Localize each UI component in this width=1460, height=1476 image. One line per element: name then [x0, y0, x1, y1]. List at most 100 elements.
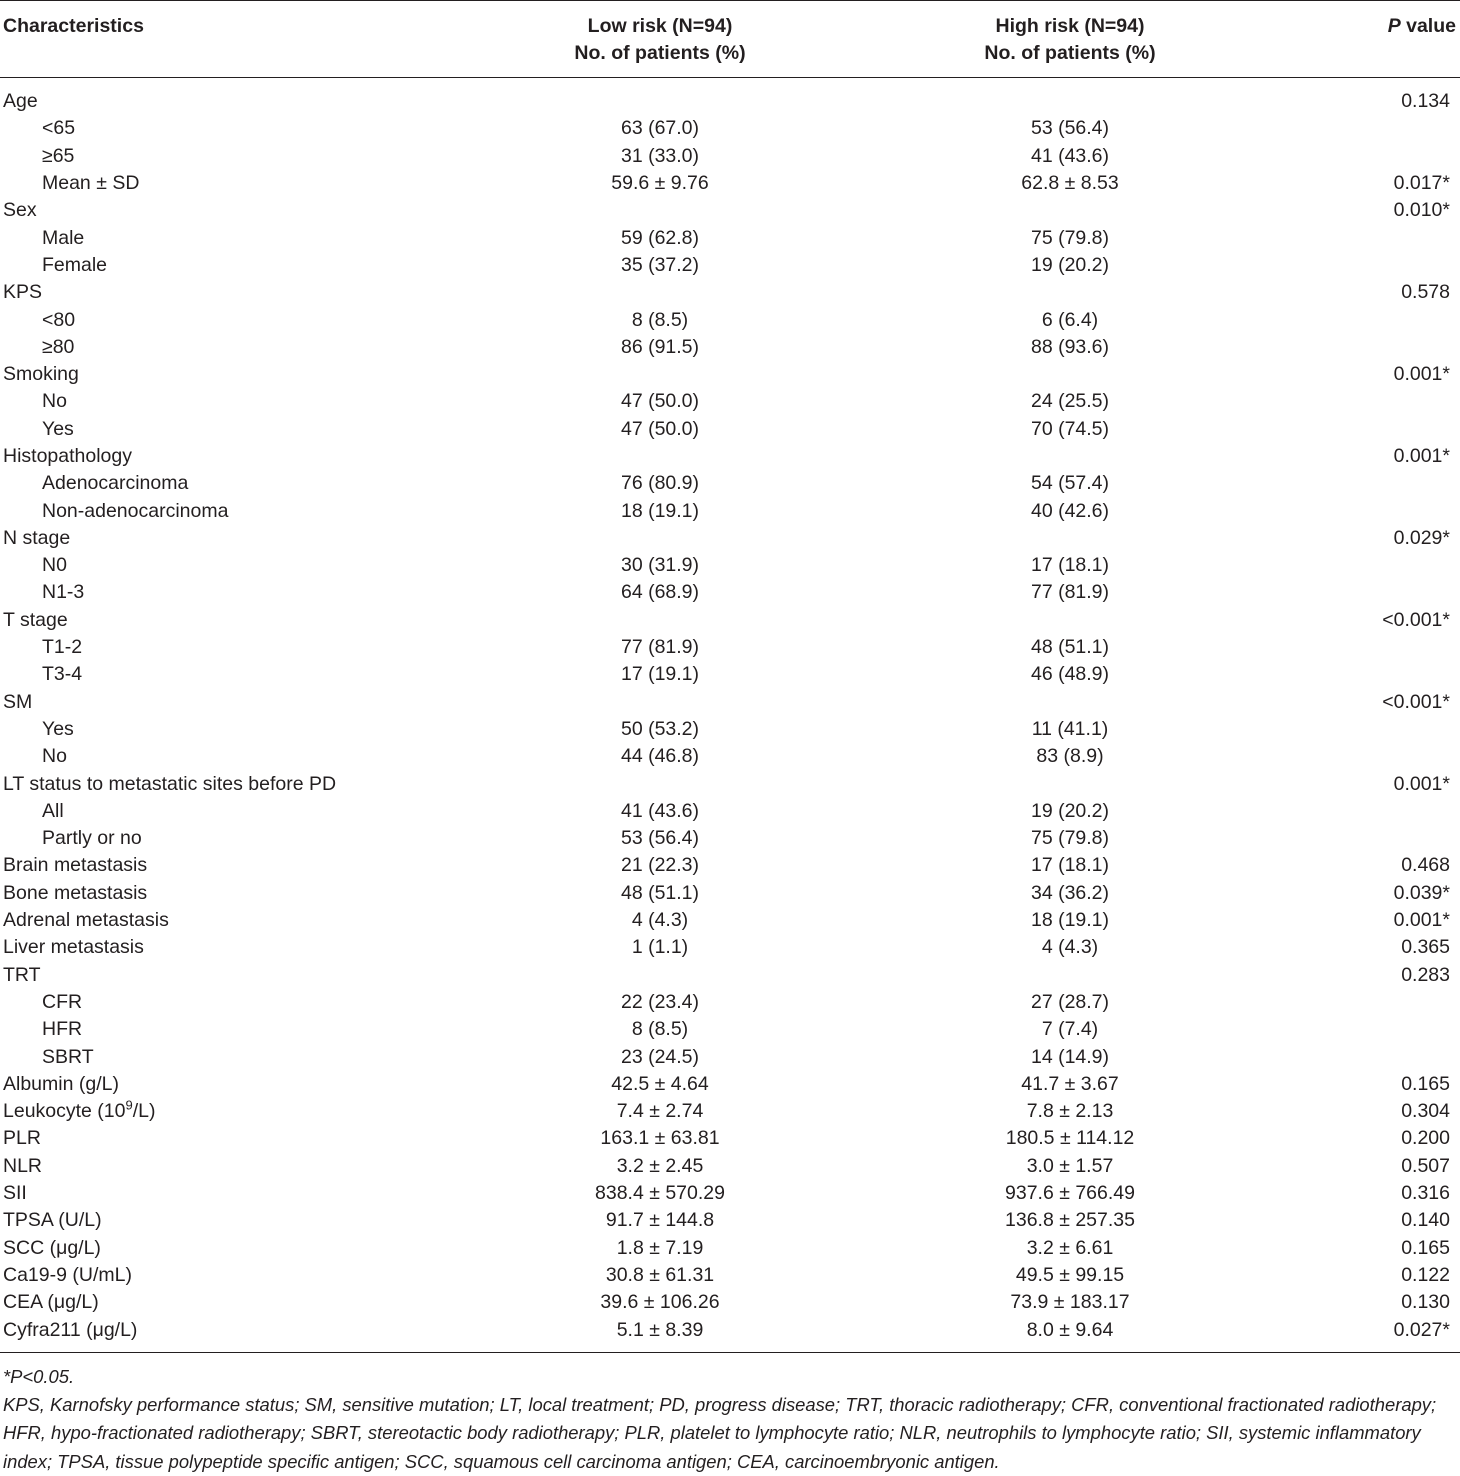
p-value-cell [1275, 306, 1460, 333]
row-label: SBRT [42, 1045, 94, 1068]
low-risk-cell: 17 (19.1) [620, 663, 700, 686]
low-risk-cell [455, 770, 865, 797]
table-row: N stage 0.029* [0, 525, 1460, 552]
table-row: ≥80 86 (91.5) 88 (93.6) [0, 334, 1460, 361]
table-row: Male 59 (62.8) 75 (79.8) [0, 224, 1460, 251]
p-value-cell: 0.001* [1393, 445, 1450, 467]
table-row: Cyfra211 (μg/L) 5.1 ± 8.39 8.0 ± 9.64 0.027… [0, 1316, 1460, 1352]
table-row: Ca19-9 (U/mL) 30.8 ± 61.31 49.5 ± 99.15 0.1… [0, 1262, 1460, 1289]
header-characteristics: Characteristics [3, 15, 144, 37]
p-value-cell [1275, 497, 1460, 524]
low-risk-cell: 1 (1.1) [631, 936, 689, 959]
row-label: Mean ± SD [42, 172, 140, 195]
high-risk-cell: 40 (42.6) [1030, 499, 1110, 522]
low-risk-cell: 53 (56.4) [620, 827, 700, 850]
low-risk-cell [455, 443, 865, 470]
p-value-cell: 0.507 [1401, 1154, 1450, 1177]
table-row: KPS 0.578 [0, 279, 1460, 306]
row-label: Adrenal metastasis [3, 909, 169, 932]
row-label-unit: /L) [132, 1100, 156, 1123]
low-risk-cell: 22 (23.4) [620, 990, 700, 1013]
row-label: Adenocarcinoma [42, 472, 189, 495]
row-label: Non-adenocarcinoma [42, 499, 229, 522]
table-row: TPSA (U/L) 91.7 ± 144.8 136.8 ± 257.35 0.14… [0, 1207, 1460, 1234]
row-label: Sex [3, 199, 37, 222]
table-row: T stage <0.001* [0, 607, 1460, 634]
low-risk-cell [455, 962, 865, 989]
low-risk-cell [455, 197, 865, 224]
p-value-cell: 0.365 [1401, 936, 1450, 959]
row-label: Yes [42, 417, 74, 440]
row-label: <80 [42, 308, 76, 331]
p-value-cell: <0.001* [1382, 690, 1450, 713]
high-risk-cell: 70 (74.5) [1030, 417, 1110, 440]
row-label: <65 [42, 117, 76, 140]
p-value-cell [1275, 716, 1460, 743]
high-risk-cell: 19 (20.2) [1030, 253, 1110, 276]
low-risk-cell [455, 279, 865, 306]
high-risk-cell: 75 (79.8) [1030, 226, 1110, 249]
p-value-cell: 0.200 [1401, 1127, 1450, 1150]
table-row: T1-2 77 (81.9) 48 (51.1) [0, 634, 1460, 661]
table-row: <65 63 (67.0) 53 (56.4) [0, 115, 1460, 142]
table-row: LT status to metastatic sites before PD 0… [0, 770, 1460, 797]
low-risk-cell: 30.8 ± 61.31 [605, 1263, 715, 1286]
p-value-cell [1275, 743, 1460, 770]
header-low-risk-title: Low risk (N=94) [587, 15, 733, 37]
table-row: Histopathology 0.001* [0, 443, 1460, 470]
row-label: Age [3, 90, 38, 113]
p-value-cell [1275, 798, 1460, 825]
low-risk-cell: 7.4 ± 2.74 [616, 1100, 704, 1123]
row-label: Histopathology [3, 445, 132, 467]
row-label: ≥80 [42, 335, 75, 358]
low-risk-cell [455, 525, 865, 552]
low-risk-cell: 5.1 ± 8.39 [616, 1318, 704, 1341]
table-row: CEA (μg/L) 39.6 ± 106.26 73.9 ± 183.17 0.13… [0, 1289, 1460, 1316]
low-risk-cell [455, 78, 865, 116]
table-row: Brain metastasis 21 (22.3) 17 (18.1) 0.468 [0, 852, 1460, 879]
row-label: TPSA (U/L) [3, 1209, 102, 1232]
table-row: Yes 50 (53.2) 11 (41.1) [0, 716, 1460, 743]
low-risk-cell: 91.7 ± 144.8 [605, 1209, 715, 1232]
low-risk-cell: 163.1 ± 63.81 [600, 1127, 720, 1150]
high-risk-cell: 6 (6.4) [1041, 308, 1099, 331]
high-risk-cell: 34 (36.2) [1030, 881, 1110, 904]
low-risk-cell: 63 (67.0) [620, 117, 700, 140]
p-value-cell: 0.134 [1401, 90, 1450, 113]
high-risk-cell: 11 (41.1) [1031, 717, 1109, 740]
high-risk-cell: 75 (79.8) [1030, 827, 1110, 850]
high-risk-cell [865, 525, 1275, 552]
low-risk-cell: 77 (81.9) [620, 636, 700, 659]
table-row: Leukocyte (109/L) 7.4 ± 2.74 7.8 ± 2.13 0.3… [0, 1098, 1460, 1125]
table-row: Partly or no 53 (56.4) 75 (79.8) [0, 825, 1460, 852]
p-value-cell [1275, 552, 1460, 579]
high-risk-cell [865, 279, 1275, 306]
row-label: Albumin (g/L) [3, 1072, 119, 1095]
high-risk-cell: 62.8 ± 8.53 [1021, 172, 1119, 195]
row-label: HFR [42, 1018, 83, 1041]
p-value-cell: 0.001* [1393, 363, 1450, 386]
table-row: T3-4 17 (19.1) 46 (48.9) [0, 661, 1460, 688]
table-row: Albumin (g/L) 42.5 ± 4.64 41.7 ± 3.67 0.165 [0, 1071, 1460, 1098]
row-label-superscript: 9 [125, 1097, 133, 1113]
high-risk-cell: 4 (4.3) [1041, 936, 1099, 959]
table-row: SM <0.001* [0, 689, 1460, 716]
high-risk-cell: 24 (25.5) [1030, 390, 1110, 413]
high-risk-cell: 53 (56.4) [1030, 117, 1110, 140]
p-value-cell [1275, 143, 1460, 170]
high-risk-cell: 41.7 ± 3.67 [1021, 1072, 1119, 1095]
low-risk-cell: 44 (46.8) [620, 745, 700, 768]
high-risk-cell: 27 (28.7) [1030, 990, 1110, 1013]
low-risk-cell: 48 (51.1) [620, 881, 700, 904]
table-row: ≥65 31 (33.0) 41 (43.6) [0, 143, 1460, 170]
row-label: NLR [3, 1154, 43, 1177]
table-row: Adenocarcinoma 76 (80.9) 54 (57.4) [0, 470, 1460, 497]
table-row: Smoking 0.001* [0, 361, 1460, 388]
row-label: TRT [3, 963, 41, 986]
row-label: SM [3, 690, 33, 713]
high-risk-cell [865, 770, 1275, 797]
table-row: Bone metastasis 48 (51.1) 34 (36.2) 0.039* [0, 880, 1460, 907]
high-risk-cell: 77 (81.9) [1030, 581, 1110, 604]
low-risk-cell: 47 (50.0) [620, 390, 700, 413]
row-label: All [42, 799, 64, 822]
